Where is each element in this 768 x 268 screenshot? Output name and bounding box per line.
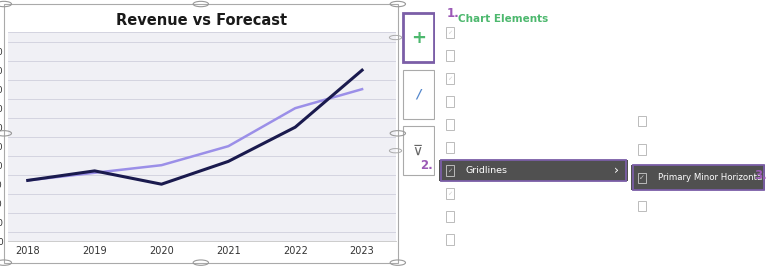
Text: Axes: Axes	[465, 28, 488, 37]
Bar	[637, 173, 647, 183]
Text: Trendline: Trendline	[465, 212, 509, 221]
Text: /: /	[415, 88, 421, 100]
Revenue	[290, 107, 300, 110]
Revenue	[23, 179, 32, 182]
Bar	[445, 188, 454, 199]
Text: Primary Major Vertical: Primary Major Vertical	[658, 145, 753, 154]
Text: ✓: ✓	[639, 175, 645, 181]
Bar	[445, 50, 454, 61]
Bar	[445, 27, 454, 38]
Text: Gridlines: Gridlines	[465, 166, 508, 175]
Text: Error Bars: Error Bars	[465, 143, 513, 152]
Bar	[402, 13, 434, 62]
Text: More Options...: More Options...	[647, 230, 713, 239]
Text: ✓: ✓	[447, 30, 452, 35]
Title: Revenue vs Forecast: Revenue vs Forecast	[116, 13, 287, 28]
Bar	[445, 234, 454, 245]
Text: Primary Minor Vertical: Primary Minor Vertical	[658, 202, 753, 211]
Bar	[445, 211, 454, 222]
Bar	[637, 116, 647, 126]
Text: ⊽: ⊽	[413, 144, 423, 158]
Text: Primary Major Horizontal: Primary Major Horizontal	[658, 117, 764, 126]
Text: 1.: 1.	[447, 7, 460, 20]
Bar	[445, 142, 454, 153]
Forecast	[23, 179, 32, 182]
Bar	[445, 165, 454, 176]
Bar	[445, 73, 454, 84]
Text: 3.: 3.	[753, 169, 766, 181]
Text: 2.: 2.	[420, 159, 433, 172]
Bar	[445, 96, 454, 107]
Text: ✓: ✓	[447, 76, 452, 81]
Text: Data Table: Data Table	[465, 120, 516, 129]
Bar	[402, 70, 434, 118]
Line: Revenue: Revenue	[28, 89, 362, 180]
Revenue	[157, 163, 166, 167]
Forecast	[290, 126, 300, 129]
Text: ✓: ✓	[447, 168, 452, 173]
Forecast	[357, 69, 366, 72]
Text: ›: ›	[614, 164, 618, 177]
Text: Up/Down Bars: Up/Down Bars	[465, 235, 533, 244]
Text: Axis Titles: Axis Titles	[465, 51, 514, 60]
Text: +: +	[411, 28, 425, 47]
Bar	[439, 160, 628, 181]
Bar	[441, 160, 627, 181]
Bar	[402, 126, 434, 175]
Line: Forecast: Forecast	[28, 70, 362, 184]
Bar	[631, 165, 765, 191]
Forecast	[223, 160, 233, 163]
Text: Primary Minor Horizontal: Primary Minor Horizontal	[658, 173, 765, 182]
Text: ✓: ✓	[447, 191, 452, 196]
Text: Data Labels: Data Labels	[465, 97, 522, 106]
Bar	[445, 119, 454, 130]
Forecast	[157, 183, 166, 186]
Forecast	[90, 169, 99, 173]
Revenue	[90, 171, 99, 174]
Text: Chart Title: Chart Title	[465, 74, 515, 83]
Legend: Revenue, Forecast: Revenue, Forecast	[124, 264, 279, 268]
Bar	[633, 165, 763, 191]
Revenue	[357, 88, 366, 91]
Revenue	[223, 144, 233, 148]
Bar	[637, 144, 647, 155]
Bar	[637, 201, 647, 211]
Text: Legend: Legend	[465, 189, 501, 198]
Text: Chart Elements: Chart Elements	[458, 14, 548, 24]
